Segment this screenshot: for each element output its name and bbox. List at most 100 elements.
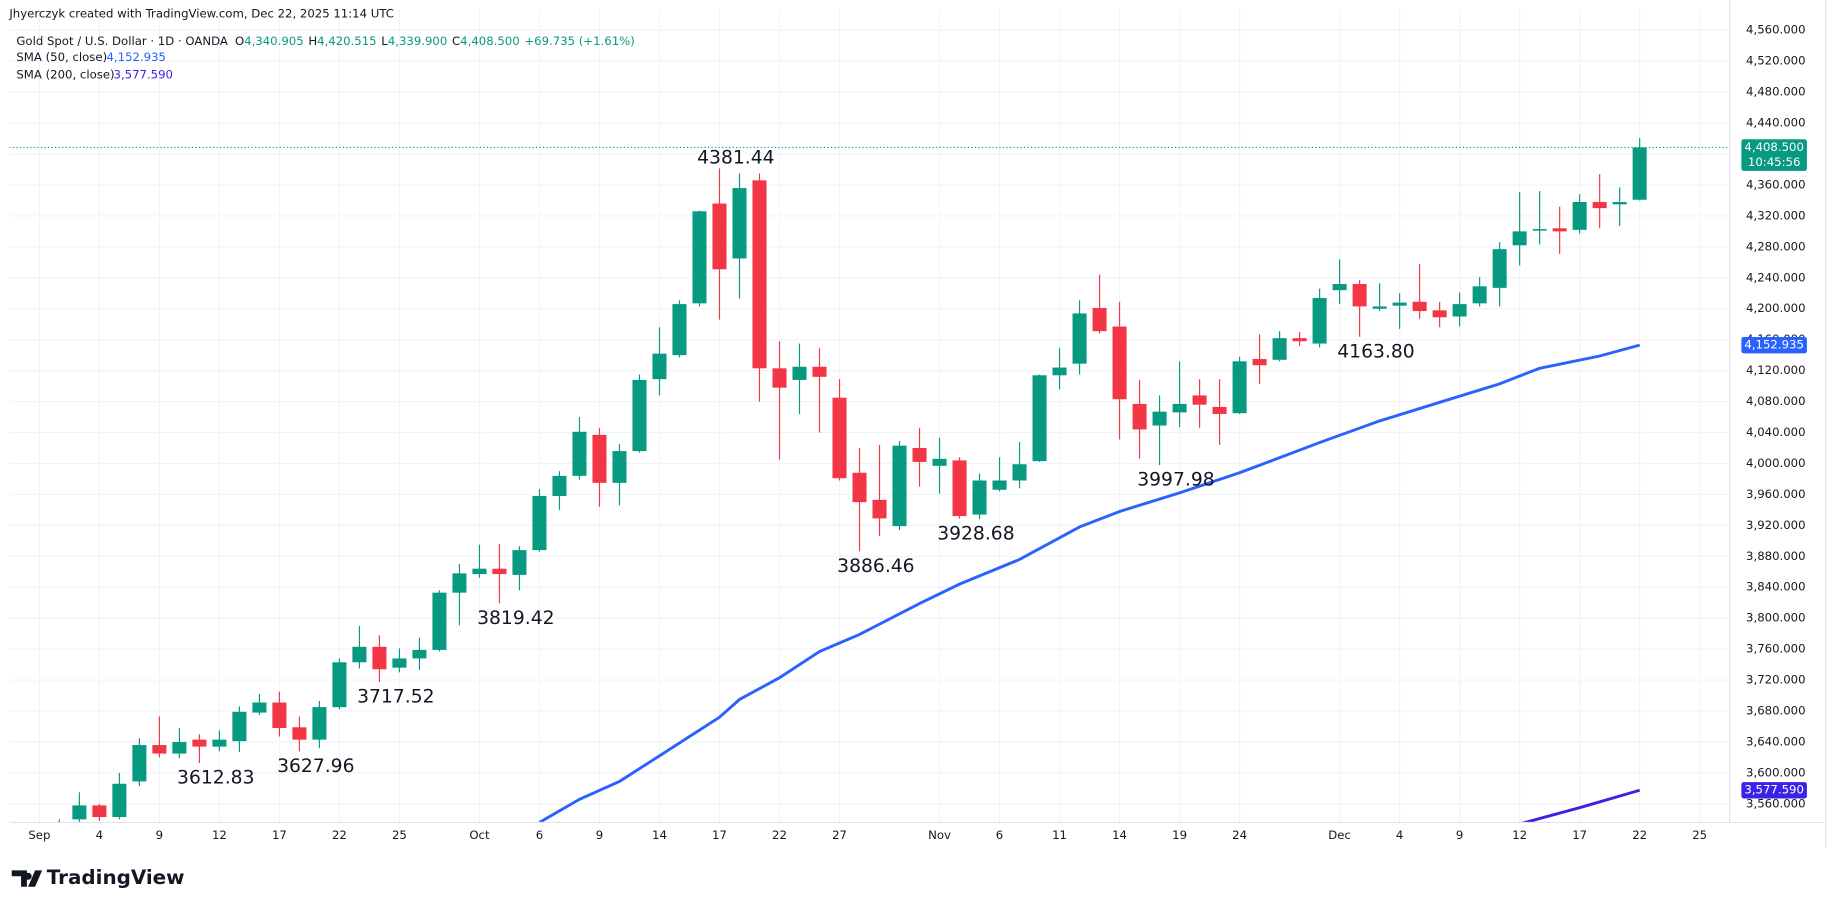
candle-body [1332, 283, 1347, 291]
x-tick-label: Dec [1328, 828, 1351, 842]
candle-body [1292, 338, 1307, 342]
x-tick-label: 27 [832, 828, 847, 842]
legend-value: 4,152.935 [106, 50, 165, 64]
candle-body [972, 480, 987, 515]
y-tick-label: 3,840.000 [1746, 580, 1805, 594]
y-tick-label: 4,480.000 [1746, 85, 1805, 99]
candle-body [392, 658, 407, 668]
candle-body [1392, 302, 1407, 306]
sma-line [1519, 788, 1641, 823]
brand-name: TradingView [47, 866, 185, 889]
y-tick-label: 4,440.000 [1746, 116, 1805, 130]
sma-line [538, 343, 1641, 823]
candle-body [1172, 403, 1187, 413]
candle-body [592, 434, 607, 483]
candle-body [1252, 359, 1267, 366]
annotation: 3886.46 [837, 556, 914, 577]
candle-body [172, 741, 187, 754]
x-tick-label: 12 [212, 828, 227, 842]
x-tick-label: 25 [1692, 828, 1707, 842]
candle-body [572, 431, 587, 476]
candle-body [1072, 313, 1087, 364]
candle-body [1032, 375, 1047, 462]
sma-badge [1741, 336, 1807, 354]
candle-body [1452, 304, 1467, 317]
x-tick-label: 22 [1632, 828, 1647, 842]
candle-body [892, 445, 907, 527]
candle-body [212, 739, 227, 747]
last-price-badge [1741, 139, 1807, 171]
y-tick-label: 4,040.000 [1746, 425, 1805, 439]
x-tick-label: 22 [772, 828, 787, 842]
legend-title: Gold Spot / U.S. Dollar · 1D · OANDA O4,3… [16, 33, 634, 47]
legend-ohlc-value: 4,340.905 [244, 33, 303, 47]
candle-body [1192, 395, 1207, 405]
legend-ohlc-key: H [308, 33, 317, 47]
legend-ohlc-key: L [381, 33, 388, 47]
candle-body [1372, 306, 1387, 309]
candle-body [1352, 283, 1367, 307]
candle-body [1492, 249, 1507, 288]
candle-body [492, 568, 507, 575]
candle-body [1552, 228, 1567, 232]
sma-badge-label: 3,577.590 [1744, 783, 1803, 797]
x-tick-label: 14 [652, 828, 667, 842]
grid [9, 9, 1730, 823]
candle-body [1092, 307, 1107, 332]
candle-body [1312, 297, 1327, 344]
candle-body [732, 188, 747, 259]
candle-body [1272, 338, 1287, 360]
candle-body [852, 472, 867, 503]
candle-body [792, 366, 807, 380]
candle-body [1632, 147, 1647, 200]
annotation: 3928.68 [937, 523, 1014, 544]
candle-body [1432, 310, 1447, 318]
y-tick-label: 4,320.000 [1746, 208, 1805, 222]
y-tick-label: 3,560.000 [1746, 796, 1805, 810]
candle-body [1532, 229, 1547, 231]
candle-body [352, 646, 367, 663]
x-tick-label: 17 [272, 828, 287, 842]
legend-name: SMA (50, close) [16, 50, 107, 64]
x-tick-label: 25 [392, 828, 407, 842]
candle-body [452, 573, 467, 593]
candle-body [912, 447, 927, 462]
plot: 3612.83 3627.96 3717.52 3819.42 4381.44 3886.… [9, 138, 1730, 823]
x-tick-label: 9 [1456, 828, 1463, 842]
candle-body [672, 304, 687, 356]
candle-body [1152, 411, 1167, 426]
legend-ohlc-value: 4,408.500 [460, 33, 519, 47]
x-tick-label: 6 [536, 828, 543, 842]
candle-body [952, 460, 967, 517]
candle-body [872, 499, 887, 519]
candle-body [152, 745, 167, 754]
x-tick-label: 9 [156, 828, 163, 842]
x-tick-label: 12 [1512, 828, 1527, 842]
candle-body [92, 805, 107, 818]
candle-body [112, 783, 127, 818]
y-tick-label: 4,560.000 [1746, 23, 1805, 37]
candle-body [192, 739, 207, 747]
y-tick-label: 3,880.000 [1746, 549, 1805, 563]
candle-body [1572, 201, 1587, 230]
candle-body [512, 550, 527, 575]
y-tick-label: 3,600.000 [1746, 765, 1805, 779]
x-tick-label: 11 [1052, 828, 1067, 842]
candle-body [1232, 361, 1247, 414]
x-tick-label: 14 [1112, 828, 1127, 842]
candle-body [552, 475, 567, 496]
candle-body [612, 451, 627, 483]
axes: 3,560.000 3,600.000 3,640.000 3,680.000 3,72… [28, 23, 1807, 842]
candle-body [1412, 301, 1427, 312]
candle-body [272, 702, 287, 729]
candle-body [1052, 367, 1067, 376]
annotation: 4381.44 [697, 147, 774, 168]
x-tick-label: 19 [1172, 828, 1187, 842]
author-line: Jhyerczyk created with TradingView.com, … [8, 7, 394, 21]
candle-body [312, 707, 327, 740]
candle-body [1212, 406, 1227, 414]
legend-name: SMA (200, close) [16, 67, 114, 81]
y-tick-label: 4,360.000 [1746, 177, 1805, 191]
candle-body [772, 368, 787, 388]
candle-body [812, 366, 827, 377]
